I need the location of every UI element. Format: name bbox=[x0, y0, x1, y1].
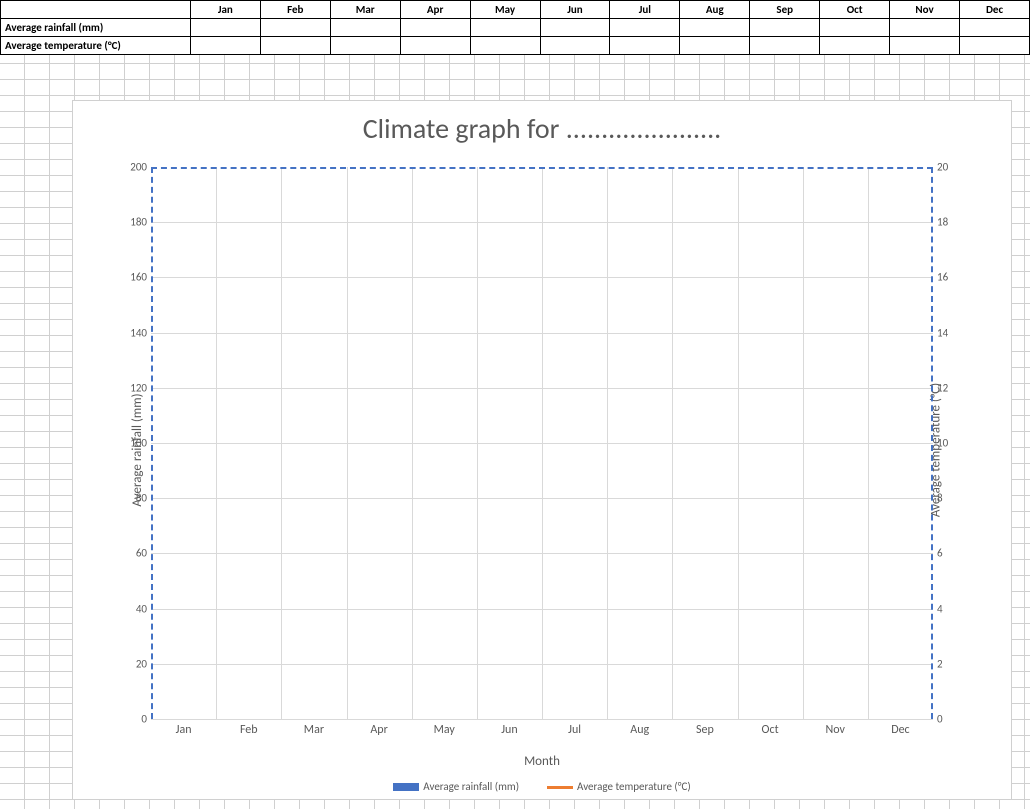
x-tick: Oct bbox=[762, 723, 779, 737]
y-right-tick: 14 bbox=[937, 326, 973, 339]
row-label[interactable]: Average rainfall (mm) bbox=[1, 19, 191, 37]
data-cell[interactable] bbox=[190, 37, 260, 55]
data-cell[interactable] bbox=[330, 19, 400, 37]
spreadsheet-sheet: JanFebMarAprMayJunJulAugSepOctNovDec Ave… bbox=[0, 0, 1030, 809]
climate-data-table[interactable]: JanFebMarAprMayJunJulAugSepOctNovDec Ave… bbox=[0, 0, 1030, 55]
x-ticks: Jan Feb Mar Apr May Jun Jul Aug Sep Oct Nov Dec bbox=[151, 723, 933, 743]
y-right-tick: 16 bbox=[937, 271, 973, 284]
chart-title: Climate graph for ...................... bbox=[73, 111, 1011, 146]
plot-wrap: 020406080100120140160180200 024681012141… bbox=[151, 167, 933, 719]
legend-item: Average rainfall (mm) bbox=[393, 780, 519, 793]
chart-legend: Average rainfall (mm) Average temperature… bbox=[73, 780, 1011, 793]
month-header[interactable]: Sep bbox=[750, 1, 820, 19]
y-left-tick: 100 bbox=[111, 437, 147, 450]
table-row: Average rainfall (mm) bbox=[1, 19, 1030, 37]
y-right-tick: 2 bbox=[937, 657, 973, 670]
climate-chart[interactable]: Climate graph for ......................… bbox=[72, 100, 1012, 800]
data-cell[interactable] bbox=[680, 19, 750, 37]
data-cell[interactable] bbox=[890, 37, 960, 55]
month-header[interactable]: Dec bbox=[960, 1, 1030, 19]
vertical-gridlines bbox=[151, 167, 933, 719]
data-cell[interactable] bbox=[400, 19, 470, 37]
data-cell[interactable] bbox=[470, 19, 540, 37]
table-header-row: JanFebMarAprMayJunJulAugSepOctNovDec bbox=[1, 1, 1030, 19]
data-cell[interactable] bbox=[820, 19, 890, 37]
data-cell[interactable] bbox=[260, 37, 330, 55]
y-left-tick: 60 bbox=[111, 547, 147, 560]
data-cell[interactable] bbox=[610, 37, 680, 55]
month-header[interactable]: Nov bbox=[890, 1, 960, 19]
legend-item: Average temperature (°C) bbox=[547, 780, 691, 793]
data-cell[interactable] bbox=[190, 19, 260, 37]
plot-area bbox=[151, 167, 933, 719]
plot-border bbox=[151, 167, 933, 719]
legend-swatch bbox=[547, 786, 573, 789]
data-cell[interactable] bbox=[680, 37, 750, 55]
x-axis-label: Month bbox=[73, 754, 1011, 769]
month-header[interactable]: Oct bbox=[820, 1, 890, 19]
table-body: Average rainfall (mm)Average temperature… bbox=[1, 19, 1030, 55]
data-cell[interactable] bbox=[750, 19, 820, 37]
legend-label: Average rainfall (mm) bbox=[423, 780, 519, 793]
month-header[interactable]: Aug bbox=[680, 1, 750, 19]
month-header[interactable]: Jun bbox=[540, 1, 610, 19]
x-tick: Mar bbox=[304, 723, 324, 737]
legend-label: Average temperature (°C) bbox=[577, 780, 691, 793]
x-tick: Aug bbox=[630, 723, 649, 737]
y-right-tick: 10 bbox=[937, 437, 973, 450]
horizontal-gridlines bbox=[151, 167, 933, 719]
x-tick: Sep bbox=[696, 723, 714, 737]
x-tick: May bbox=[434, 723, 455, 737]
y-left-tick: 160 bbox=[111, 271, 147, 284]
y-left-tick: 40 bbox=[111, 602, 147, 615]
month-header[interactable]: Apr bbox=[400, 1, 470, 19]
data-cell[interactable] bbox=[470, 37, 540, 55]
legend-swatch bbox=[393, 783, 419, 791]
y-right-tick: 0 bbox=[937, 713, 973, 726]
y-left-tick: 140 bbox=[111, 326, 147, 339]
y-left-tick: 0 bbox=[111, 713, 147, 726]
data-cell[interactable] bbox=[260, 19, 330, 37]
y-right-tick: 4 bbox=[937, 602, 973, 615]
x-tick: Jun bbox=[501, 723, 517, 737]
x-tick: Jul bbox=[568, 723, 581, 737]
y-left-tick: 20 bbox=[111, 657, 147, 670]
y-left-tick: 180 bbox=[111, 216, 147, 229]
data-cell[interactable] bbox=[540, 37, 610, 55]
month-header[interactable]: Feb bbox=[260, 1, 330, 19]
month-header[interactable]: May bbox=[470, 1, 540, 19]
y-right-ticks: 02468101214161820 bbox=[937, 167, 973, 719]
y-right-tick: 20 bbox=[937, 161, 973, 174]
y-left-tick: 80 bbox=[111, 492, 147, 505]
data-cell[interactable] bbox=[400, 37, 470, 55]
table-corner-cell[interactable] bbox=[1, 1, 191, 19]
x-tick: Apr bbox=[370, 723, 387, 737]
month-header[interactable]: Jul bbox=[610, 1, 680, 19]
y-left-ticks: 020406080100120140160180200 bbox=[111, 167, 147, 719]
x-tick: Nov bbox=[826, 723, 845, 737]
table-row: Average temperature (°C) bbox=[1, 37, 1030, 55]
x-tick: Dec bbox=[891, 723, 909, 737]
data-cell[interactable] bbox=[610, 19, 680, 37]
y-right-tick: 12 bbox=[937, 381, 973, 394]
y-left-tick: 200 bbox=[111, 161, 147, 174]
data-cell[interactable] bbox=[330, 37, 400, 55]
data-cell[interactable] bbox=[820, 37, 890, 55]
y-left-tick: 120 bbox=[111, 381, 147, 394]
month-header[interactable]: Mar bbox=[330, 1, 400, 19]
data-cell[interactable] bbox=[960, 19, 1030, 37]
x-tick: Jan bbox=[176, 723, 192, 737]
row-label[interactable]: Average temperature (°C) bbox=[1, 37, 191, 55]
y-right-tick: 18 bbox=[937, 216, 973, 229]
data-cell[interactable] bbox=[750, 37, 820, 55]
data-cell[interactable] bbox=[540, 19, 610, 37]
data-cell[interactable] bbox=[960, 37, 1030, 55]
x-tick: Feb bbox=[240, 723, 258, 737]
y-right-tick: 8 bbox=[937, 492, 973, 505]
y-right-tick: 6 bbox=[937, 547, 973, 560]
month-header[interactable]: Jan bbox=[190, 1, 260, 19]
data-cell[interactable] bbox=[890, 19, 960, 37]
